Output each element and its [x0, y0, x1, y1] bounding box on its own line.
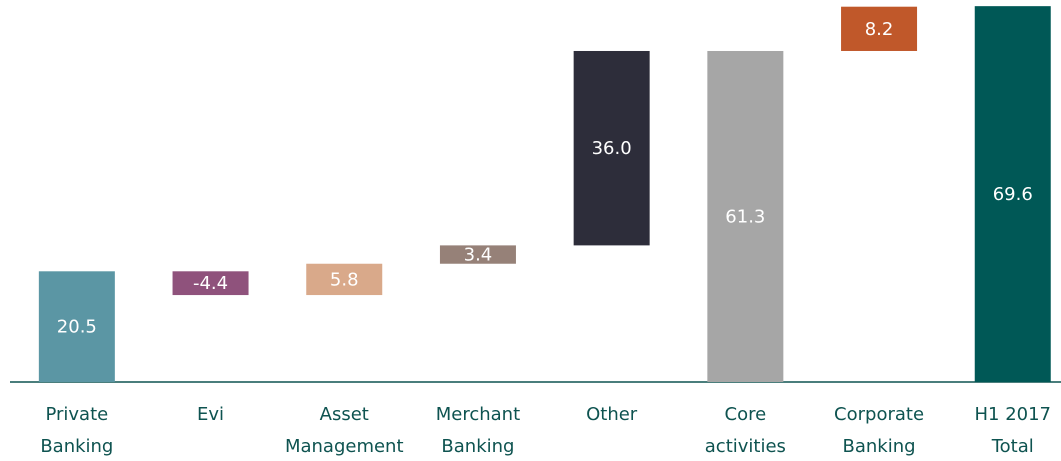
x-tick-label: Merchant: [436, 404, 520, 425]
value-label: 36.0: [592, 138, 632, 159]
bar: [573, 50, 650, 246]
x-tick-label: Management: [285, 436, 404, 457]
bar: [974, 6, 1051, 382]
x-tick-label: Private: [45, 404, 108, 425]
value-label: 61.3: [725, 206, 765, 227]
x-tick-label: Total: [991, 436, 1034, 457]
bar: [38, 271, 115, 382]
x-tick-label: activities: [705, 436, 786, 457]
value-label: 5.8: [330, 269, 359, 290]
x-tick-label: H1 2017: [974, 404, 1051, 425]
bar: [172, 271, 249, 296]
value-label: 3.4: [464, 245, 493, 266]
x-tick-label: Banking: [40, 436, 113, 457]
bar: [439, 245, 516, 264]
x-tick-label: Other: [586, 404, 638, 425]
x-tick-label: Core: [725, 404, 767, 425]
x-tick-label: Banking: [441, 436, 514, 457]
value-label: -4.4: [193, 273, 228, 294]
bar: [306, 263, 383, 296]
value-label: 8.2: [865, 19, 894, 40]
bar: [707, 50, 784, 382]
bar: [841, 6, 918, 51]
x-tick-label: Evi: [197, 404, 224, 425]
x-tick-label: Asset: [320, 404, 369, 425]
value-label: 20.5: [57, 317, 97, 338]
value-label: 69.6: [993, 184, 1033, 205]
x-tick-label: Banking: [843, 436, 916, 457]
x-tick-label: Corporate: [834, 404, 924, 425]
